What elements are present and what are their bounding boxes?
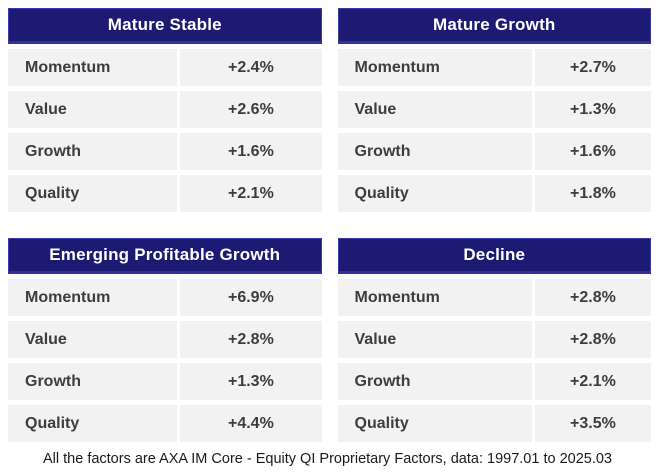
table-row: Value +2.6% [8, 91, 322, 128]
table-row: Momentum +2.8% [337, 279, 651, 316]
factor-value: +1.3% [180, 363, 322, 400]
table-decline: Decline Momentum +2.8% Value +2.8% Growt… [337, 238, 651, 442]
table-mature-growth: Mature Growth Momentum +2.7% Value +1.3%… [337, 8, 651, 212]
factor-label: Quality [337, 175, 532, 212]
factor-value: +2.6% [180, 91, 322, 128]
tables-grid: Mature Stable Momentum +2.4% Value +2.6%… [8, 8, 651, 442]
table-row: Quality +3.5% [337, 405, 651, 442]
table-title: Mature Stable [8, 8, 322, 44]
factor-label: Value [337, 91, 532, 128]
factor-value: +2.4% [180, 49, 322, 86]
factor-value: +1.6% [180, 133, 322, 170]
factor-value: +4.4% [180, 405, 322, 442]
factor-label: Value [337, 321, 532, 358]
factor-value: +1.3% [534, 91, 651, 128]
table-mature-stable: Mature Stable Momentum +2.4% Value +2.6%… [8, 8, 322, 212]
table-row: Momentum +6.9% [8, 279, 322, 316]
factor-value: +2.8% [180, 321, 322, 358]
factor-value: +1.8% [534, 175, 651, 212]
factor-label: Quality [8, 405, 178, 442]
factor-label: Quality [337, 405, 532, 442]
factor-value: +2.8% [534, 321, 651, 358]
factor-label: Value [8, 321, 178, 358]
table-row: Value +1.3% [337, 91, 651, 128]
factor-value: +1.6% [534, 133, 651, 170]
table-row: Value +2.8% [337, 321, 651, 358]
table-title: Emerging Profitable Growth [8, 238, 322, 274]
footnote: All the factors are AXA IM Core - Equity… [42, 451, 612, 467]
table-row: Momentum +2.7% [337, 49, 651, 86]
table-row: Growth +1.3% [8, 363, 322, 400]
factor-value: +6.9% [180, 279, 322, 316]
table-row: Growth +2.1% [337, 363, 651, 400]
factor-value: +3.5% [534, 405, 651, 442]
factor-label: Momentum [337, 279, 532, 316]
table-row: Value +2.8% [8, 321, 322, 358]
factor-label: Value [8, 91, 178, 128]
factor-label: Growth [8, 133, 178, 170]
table-row: Quality +1.8% [337, 175, 651, 212]
factor-value: +2.7% [534, 49, 651, 86]
table-row: Growth +1.6% [8, 133, 322, 170]
table-emerging-profitable-growth: Emerging Profitable Growth Momentum +6.9… [8, 238, 322, 442]
factor-label: Growth [8, 363, 178, 400]
factor-value: +2.1% [534, 363, 651, 400]
table-row: Growth +1.6% [337, 133, 651, 170]
table-title: Mature Growth [337, 8, 651, 44]
factor-label: Growth [337, 363, 532, 400]
factor-label: Quality [8, 175, 178, 212]
factor-label: Momentum [8, 279, 178, 316]
table-row: Momentum +2.4% [8, 49, 322, 86]
factor-value: +2.8% [534, 279, 651, 316]
table-title: Decline [337, 238, 651, 274]
factor-label: Growth [337, 133, 532, 170]
table-row: Quality +2.1% [8, 175, 322, 212]
factor-value: +2.1% [180, 175, 322, 212]
factor-label: Momentum [337, 49, 532, 86]
table-row: Quality +4.4% [8, 405, 322, 442]
factor-label: Momentum [8, 49, 178, 86]
